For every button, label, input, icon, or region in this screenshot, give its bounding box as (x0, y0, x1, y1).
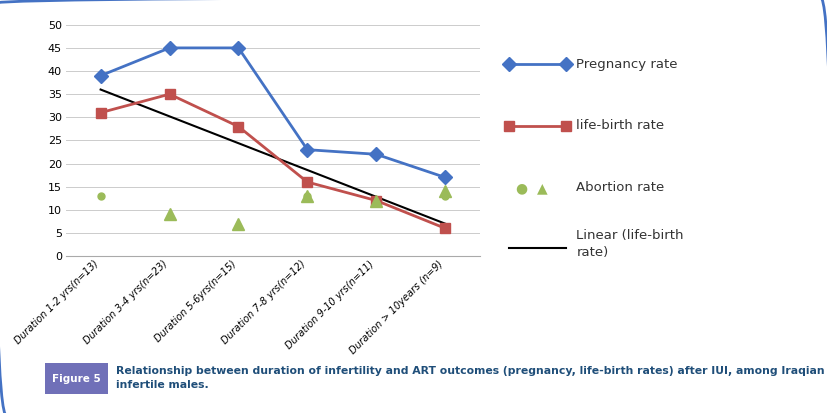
Text: Figure 5: Figure 5 (52, 374, 101, 384)
Text: life-birth rate: life-birth rate (576, 119, 665, 133)
Text: Pregnancy rate: Pregnancy rate (576, 57, 678, 71)
Text: ●: ● (515, 181, 528, 195)
Text: ▲: ▲ (537, 182, 547, 196)
Text: Abortion rate: Abortion rate (576, 181, 665, 195)
Text: Relationship between duration of infertility and ART outcomes (pregnancy, life-b: Relationship between duration of inferti… (116, 366, 825, 390)
FancyBboxPatch shape (45, 363, 108, 394)
Text: Linear (life-birth
rate): Linear (life-birth rate) (576, 229, 684, 259)
